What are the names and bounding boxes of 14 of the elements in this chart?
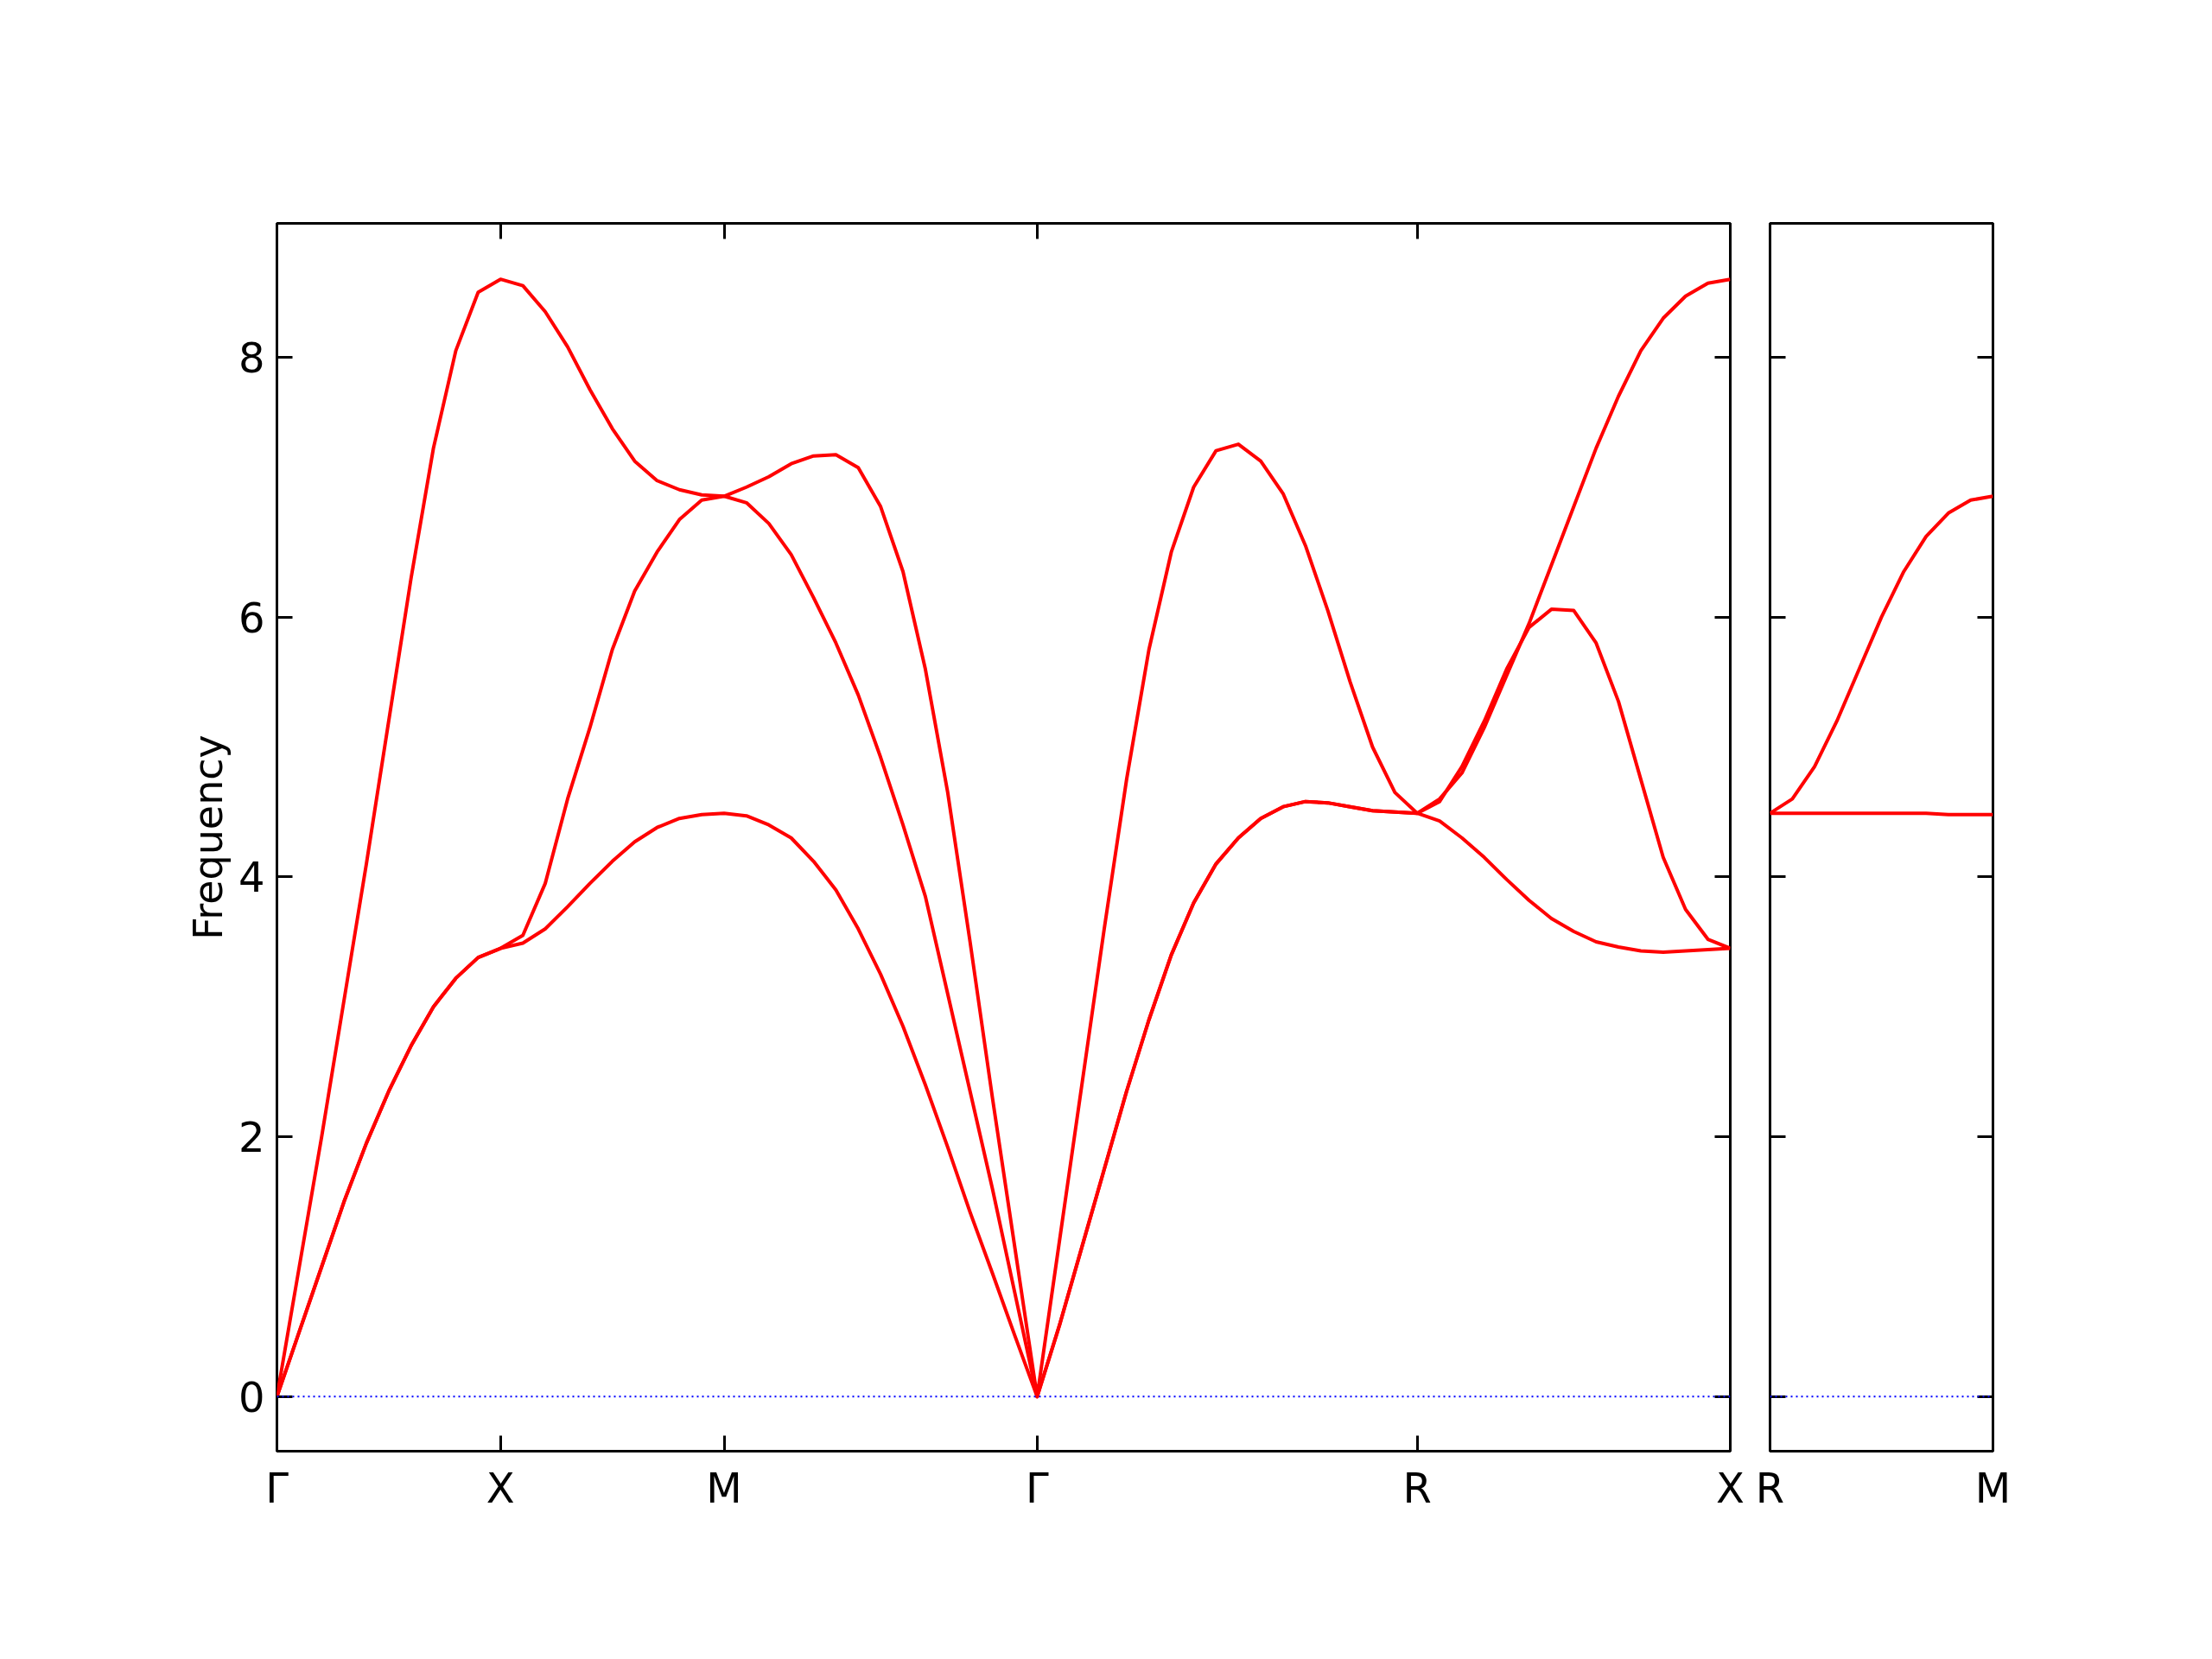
y-tick-label: 8 [238,333,265,382]
y-tick-label: 0 [238,1372,265,1421]
x-tick-label: R [1755,1463,1785,1512]
x-tick-label: M [706,1463,742,1512]
x-tick-label: X [486,1463,515,1512]
x-tick-label: R [1402,1463,1432,1512]
y-tick-label: 4 [238,853,265,902]
x-tick-label: Γ [265,1463,289,1512]
x-tick-label: Γ [1025,1463,1049,1512]
y-tick-label: 2 [238,1113,265,1162]
y-axis-title: Frequency [184,734,232,940]
x-tick-label: M [1974,1463,2012,1512]
y-tick-label: 6 [238,593,265,642]
x-tick-label: X [1716,1463,1745,1512]
